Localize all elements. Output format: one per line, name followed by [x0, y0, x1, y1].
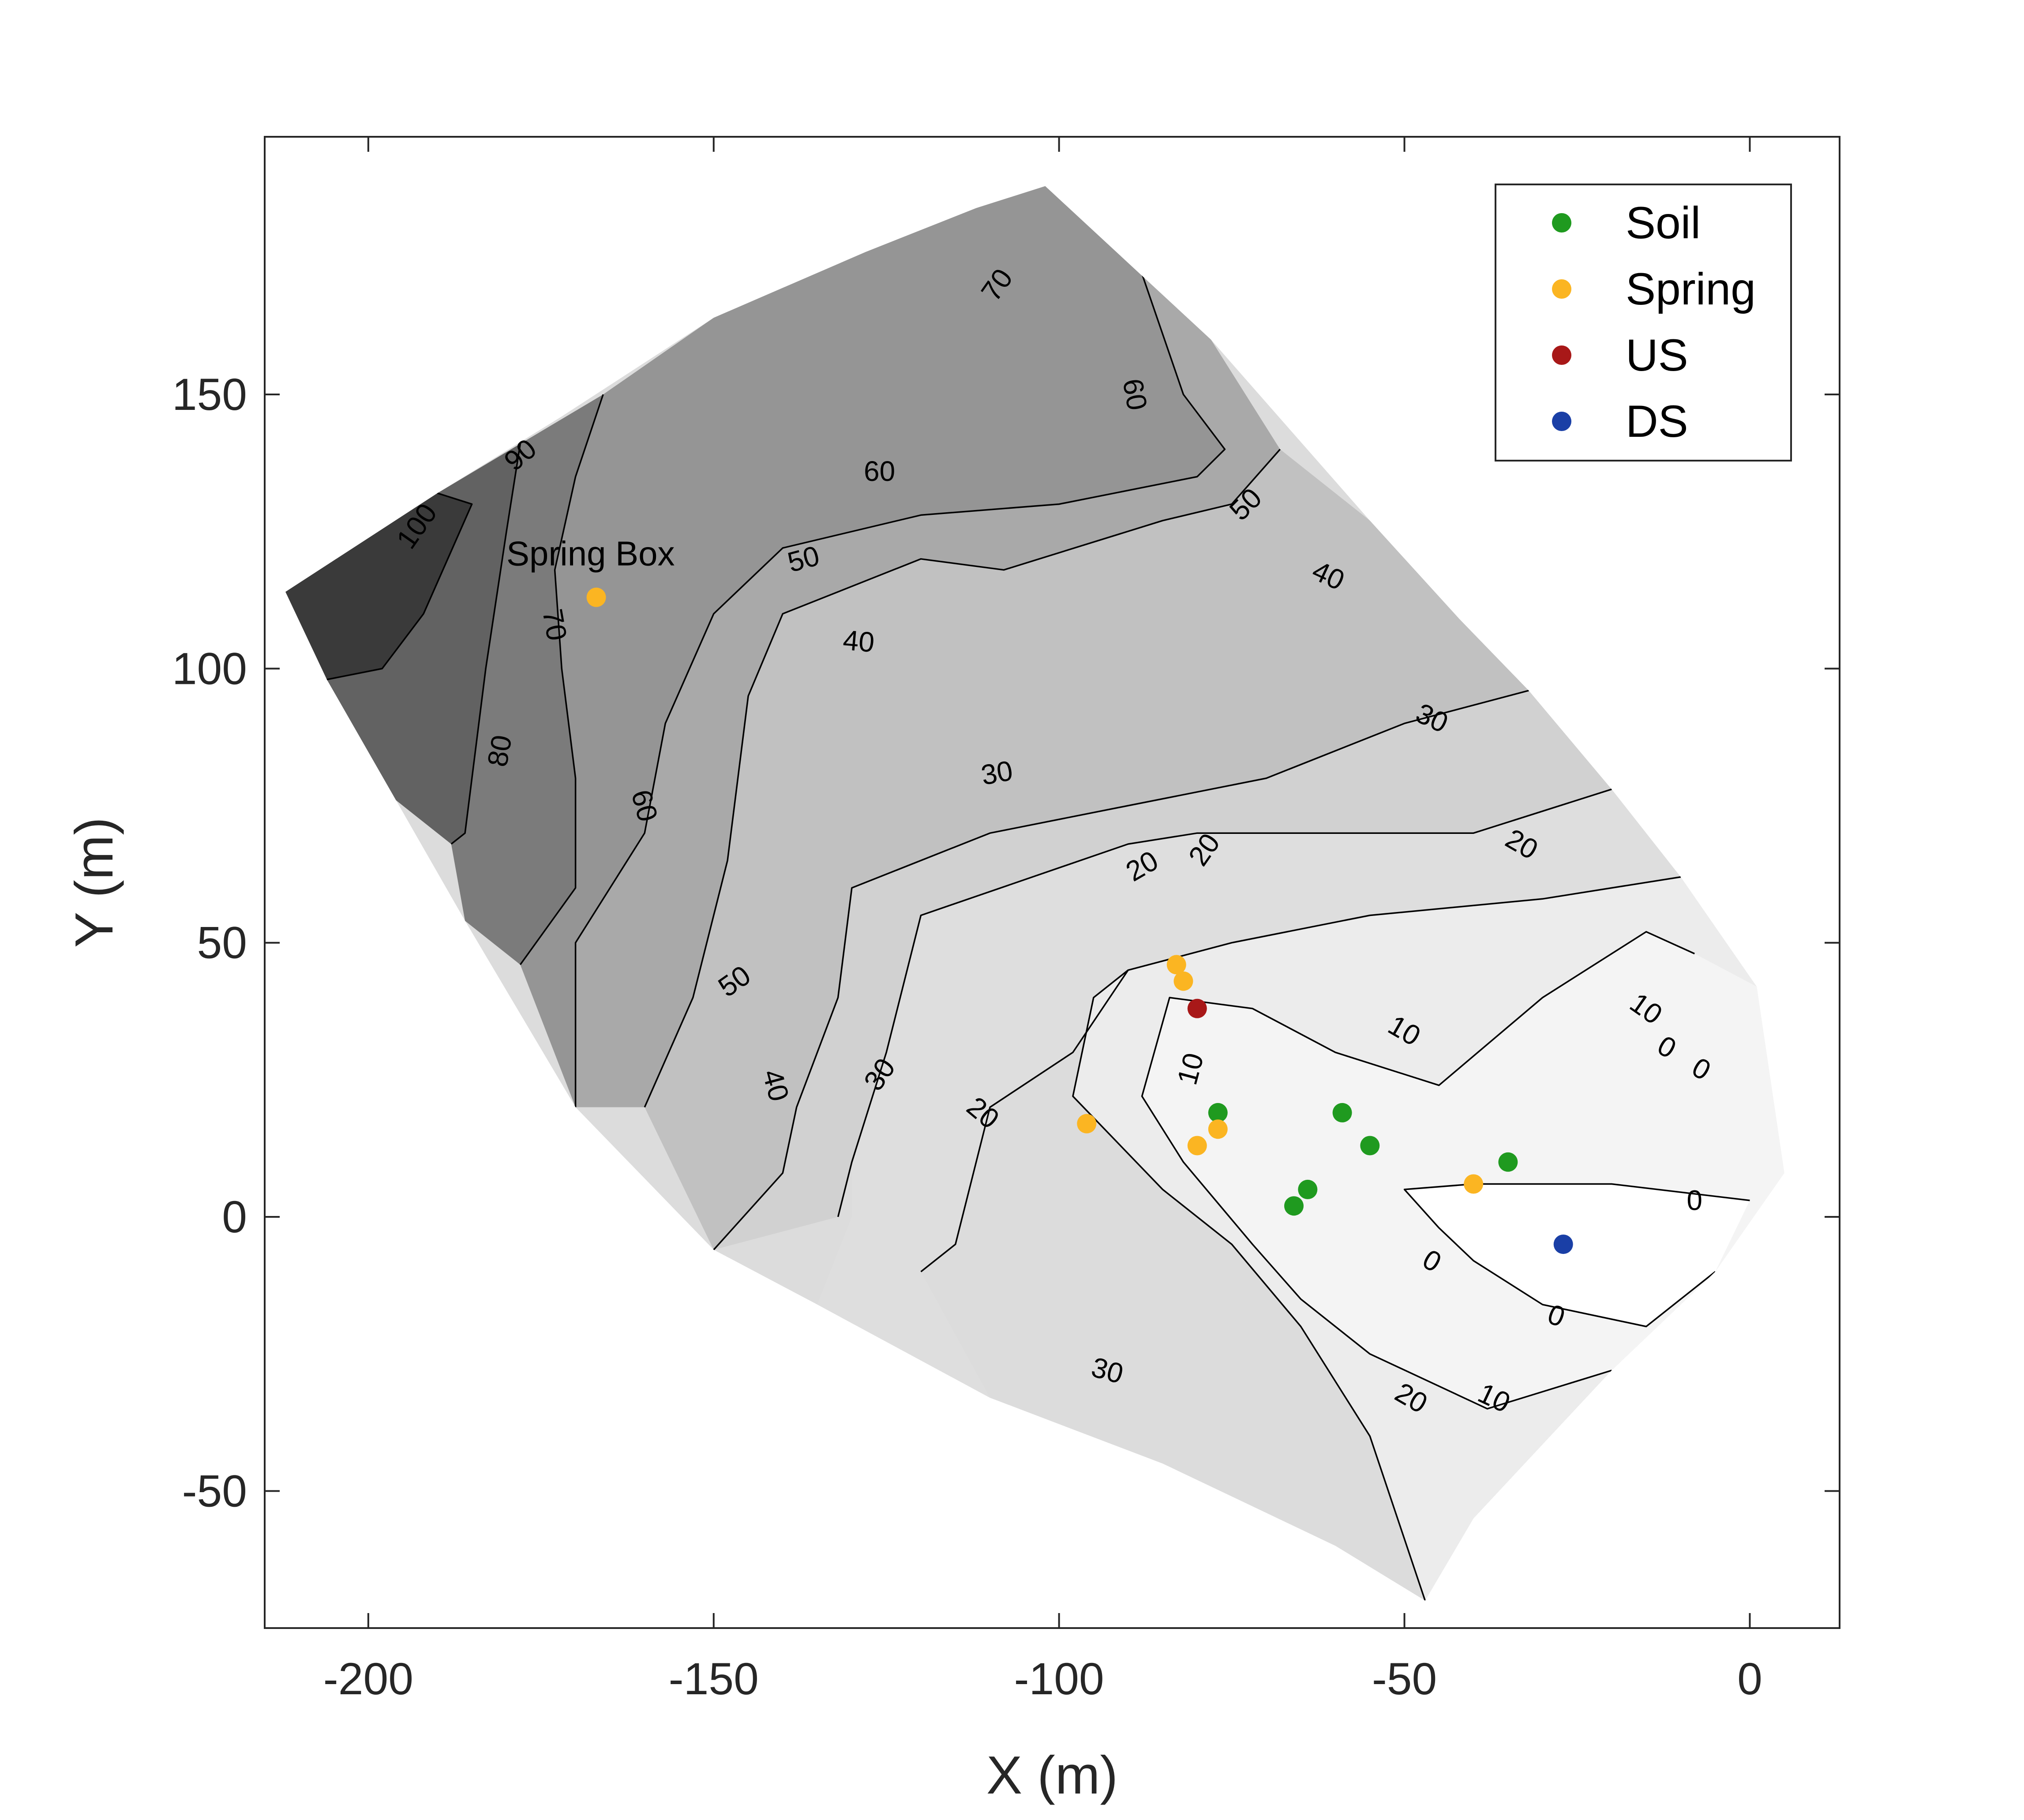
y-tick-label: 50 — [197, 918, 247, 968]
contour-lines — [326, 274, 1750, 1601]
plot-area-border — [264, 136, 1840, 1629]
annotations: Spring Box — [506, 534, 675, 573]
contour-band-100 — [285, 493, 472, 680]
contour-line-0 — [1403, 1183, 1750, 1328]
contour-band-60 — [575, 274, 1280, 1107]
legend: Soil Spring US DS — [1495, 184, 1792, 462]
point-spring — [1464, 1174, 1484, 1194]
axis-ticks: -200 -150 -100 -50 0 -50 0 50 100 150 — [172, 137, 1840, 1704]
point-spring — [1173, 971, 1193, 991]
contour-label: 0 — [1687, 1185, 1702, 1216]
x-tick-label: -100 — [1014, 1654, 1104, 1704]
contour-label: 40 — [842, 624, 876, 658]
x-tick-label: -200 — [323, 1654, 413, 1704]
point-soil — [1332, 1103, 1352, 1122]
point-us — [1187, 998, 1207, 1018]
contour-band-70 — [520, 186, 1225, 1107]
contour-label: 60 — [1117, 376, 1153, 413]
y-tick-label: 100 — [172, 643, 247, 694]
x-tick-label: -50 — [1372, 1654, 1437, 1704]
point-soil — [1208, 1103, 1228, 1122]
y-tick-label: 150 — [172, 369, 247, 420]
x-tick-label: -150 — [669, 1654, 759, 1704]
contour-label: 60 — [864, 455, 895, 487]
point-soil — [1498, 1152, 1518, 1172]
point-ds — [1553, 1235, 1573, 1254]
point-spring — [1187, 1136, 1207, 1156]
legend-label-soil: Soil — [1626, 198, 1701, 248]
point-spring — [1077, 1114, 1097, 1133]
contour-line-50 — [713, 690, 1529, 1250]
legend-marker-us — [1552, 345, 1571, 365]
contour-band-30 — [817, 789, 1681, 1398]
point-soil — [1360, 1136, 1380, 1156]
contour-line-70 — [574, 274, 1226, 1107]
contour-line-20 — [1072, 969, 1426, 1601]
contour-line-60 — [644, 449, 1281, 1108]
x-tick-label: 0 — [1737, 1654, 1762, 1704]
legend-marker-soil — [1552, 213, 1571, 233]
contour-line-90 — [450, 443, 521, 845]
contour-line-100 — [326, 492, 473, 680]
point-soil — [1298, 1179, 1318, 1199]
contour-line-40 — [837, 788, 1612, 1217]
y-axis-title: Y (m) — [64, 817, 124, 948]
point-spring — [1166, 955, 1186, 975]
legend-label-ds: DS — [1626, 396, 1688, 447]
contour-band-50 — [645, 449, 1529, 1250]
contour-band-40 — [713, 690, 1612, 1250]
contour-line-80 — [519, 394, 604, 965]
x-axis-title: X (m) — [986, 1745, 1118, 1805]
sample-points — [586, 587, 1573, 1254]
contour-line-10 — [1141, 931, 1695, 1410]
y-tick-label: 0 — [222, 1192, 247, 1242]
contour-label: 80 — [481, 732, 518, 769]
contour-band-80 — [451, 394, 603, 965]
point-spring — [1208, 1119, 1228, 1139]
point-spring — [586, 587, 606, 607]
legend-box — [1495, 184, 1792, 462]
annotation-label: Spring Box — [506, 534, 675, 573]
contour-fills — [285, 186, 1784, 1601]
legend-marker-spring — [1552, 279, 1571, 299]
contour-band-90 — [326, 443, 521, 844]
contour-band-0 — [1404, 1184, 1750, 1327]
point-soil — [1284, 1196, 1304, 1216]
legend-marker-ds — [1552, 412, 1571, 431]
legend-label-spring: Spring — [1626, 264, 1756, 314]
contour-label: 30 — [978, 754, 1015, 791]
contour-label: 70 — [536, 607, 573, 643]
y-tick-label: -50 — [182, 1466, 247, 1516]
legend-label-us: US — [1626, 330, 1688, 380]
